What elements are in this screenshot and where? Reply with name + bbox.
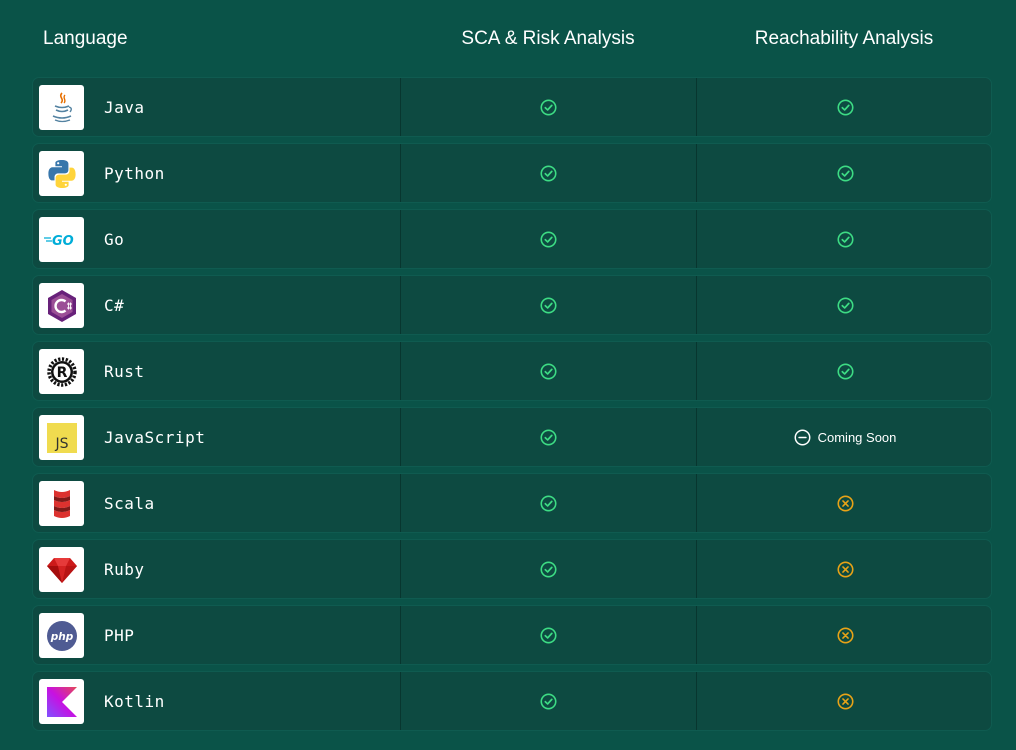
x-circle-icon xyxy=(836,560,854,578)
check-circle-icon xyxy=(540,296,557,314)
language-name: Kotlin xyxy=(104,692,165,711)
java-logo-icon xyxy=(39,85,84,130)
language-cell: Ruby xyxy=(33,540,401,598)
minus-circle-icon xyxy=(794,429,811,445)
check-circle-icon xyxy=(540,560,557,578)
go-logo-icon: GO xyxy=(39,217,84,262)
language-name: Rust xyxy=(104,362,145,381)
table-row: Kotlin xyxy=(32,671,992,731)
language-table: Java Python xyxy=(32,77,992,737)
table-row: JS JavaScript Coming Soon xyxy=(32,407,992,467)
check-circle-icon xyxy=(540,164,557,182)
table-row: GO Go xyxy=(32,209,992,269)
column-header-sca: SCA & Risk Analysis xyxy=(461,28,635,49)
rust-logo-icon: R xyxy=(39,349,84,394)
svg-text:GO: GO xyxy=(52,234,74,249)
table-row: R Rust xyxy=(32,341,992,401)
sca-status-cell xyxy=(401,144,697,202)
language-name: Python xyxy=(104,164,165,183)
column-header-language: Language xyxy=(43,28,128,49)
reachability-status-cell xyxy=(697,474,991,532)
check-circle-icon xyxy=(836,230,854,248)
table-row: C# xyxy=(32,275,992,335)
reachability-status-cell: Coming Soon xyxy=(697,408,991,466)
reachability-status-cell xyxy=(697,606,991,664)
python-logo-icon xyxy=(39,151,84,196)
check-circle-icon xyxy=(540,494,557,512)
check-circle-icon xyxy=(836,98,854,116)
sca-status-cell xyxy=(401,474,697,532)
language-cell: php PHP xyxy=(33,606,401,664)
coming-soon-label: Coming Soon xyxy=(817,429,897,445)
sca-status-cell xyxy=(401,672,697,730)
check-circle-icon xyxy=(540,98,557,116)
language-name: Go xyxy=(104,230,125,249)
scala-logo-icon xyxy=(39,481,84,526)
language-name: Scala xyxy=(104,494,155,513)
reachability-status-cell xyxy=(697,540,991,598)
reachability-status-cell xyxy=(697,78,991,136)
sca-status-cell xyxy=(401,606,697,664)
language-cell: JS JavaScript xyxy=(33,408,401,466)
language-name: Java xyxy=(104,98,145,117)
language-cell: Python xyxy=(33,144,401,202)
coming-soon-status: Coming Soon xyxy=(794,429,897,446)
svg-text:JS: JS xyxy=(54,436,68,452)
check-circle-icon xyxy=(540,428,557,446)
table-row: php PHP xyxy=(32,605,992,665)
language-cell: GO Go xyxy=(33,210,401,268)
check-circle-icon xyxy=(836,164,854,182)
sca-status-cell xyxy=(401,210,697,268)
reachability-status-cell xyxy=(697,342,991,400)
x-circle-icon xyxy=(836,692,854,710)
php-logo-icon: php xyxy=(39,613,84,658)
language-name: JavaScript xyxy=(104,428,206,447)
language-name: C# xyxy=(104,296,125,315)
reachability-status-cell xyxy=(697,144,991,202)
check-circle-icon xyxy=(540,626,557,644)
table-row: Python xyxy=(32,143,992,203)
x-circle-icon xyxy=(836,626,854,644)
check-circle-icon xyxy=(836,362,854,380)
language-cell: Scala xyxy=(33,474,401,532)
sca-status-cell xyxy=(401,78,697,136)
check-circle-icon xyxy=(540,230,557,248)
language-cell: R Rust xyxy=(33,342,401,400)
sca-status-cell xyxy=(401,342,697,400)
ruby-logo-icon xyxy=(39,547,84,592)
check-circle-icon xyxy=(540,362,557,380)
x-circle-icon xyxy=(836,494,854,512)
svg-text:R: R xyxy=(56,365,67,381)
sca-status-cell xyxy=(401,276,697,334)
table-row: Java xyxy=(32,77,992,137)
sca-status-cell xyxy=(401,540,697,598)
language-cell: Kotlin xyxy=(33,672,401,730)
language-name: PHP xyxy=(104,626,135,645)
kotlin-logo-icon xyxy=(39,679,84,724)
table-row: Scala xyxy=(32,473,992,533)
sca-status-cell xyxy=(401,408,697,466)
reachability-status-cell xyxy=(697,672,991,730)
language-cell: Java xyxy=(33,78,401,136)
check-circle-icon xyxy=(836,296,854,314)
column-header-reachability: Reachability Analysis xyxy=(754,28,934,49)
table-row: Ruby xyxy=(32,539,992,599)
csharp-logo-icon xyxy=(39,283,84,328)
svg-text:php: php xyxy=(49,631,73,643)
reachability-status-cell xyxy=(697,276,991,334)
language-cell: C# xyxy=(33,276,401,334)
javascript-logo-icon: JS xyxy=(39,415,84,460)
check-circle-icon xyxy=(540,692,557,710)
language-name: Ruby xyxy=(104,560,145,579)
table-header: Language SCA & Risk Analysis Reachabilit… xyxy=(0,0,1016,78)
reachability-status-cell xyxy=(697,210,991,268)
